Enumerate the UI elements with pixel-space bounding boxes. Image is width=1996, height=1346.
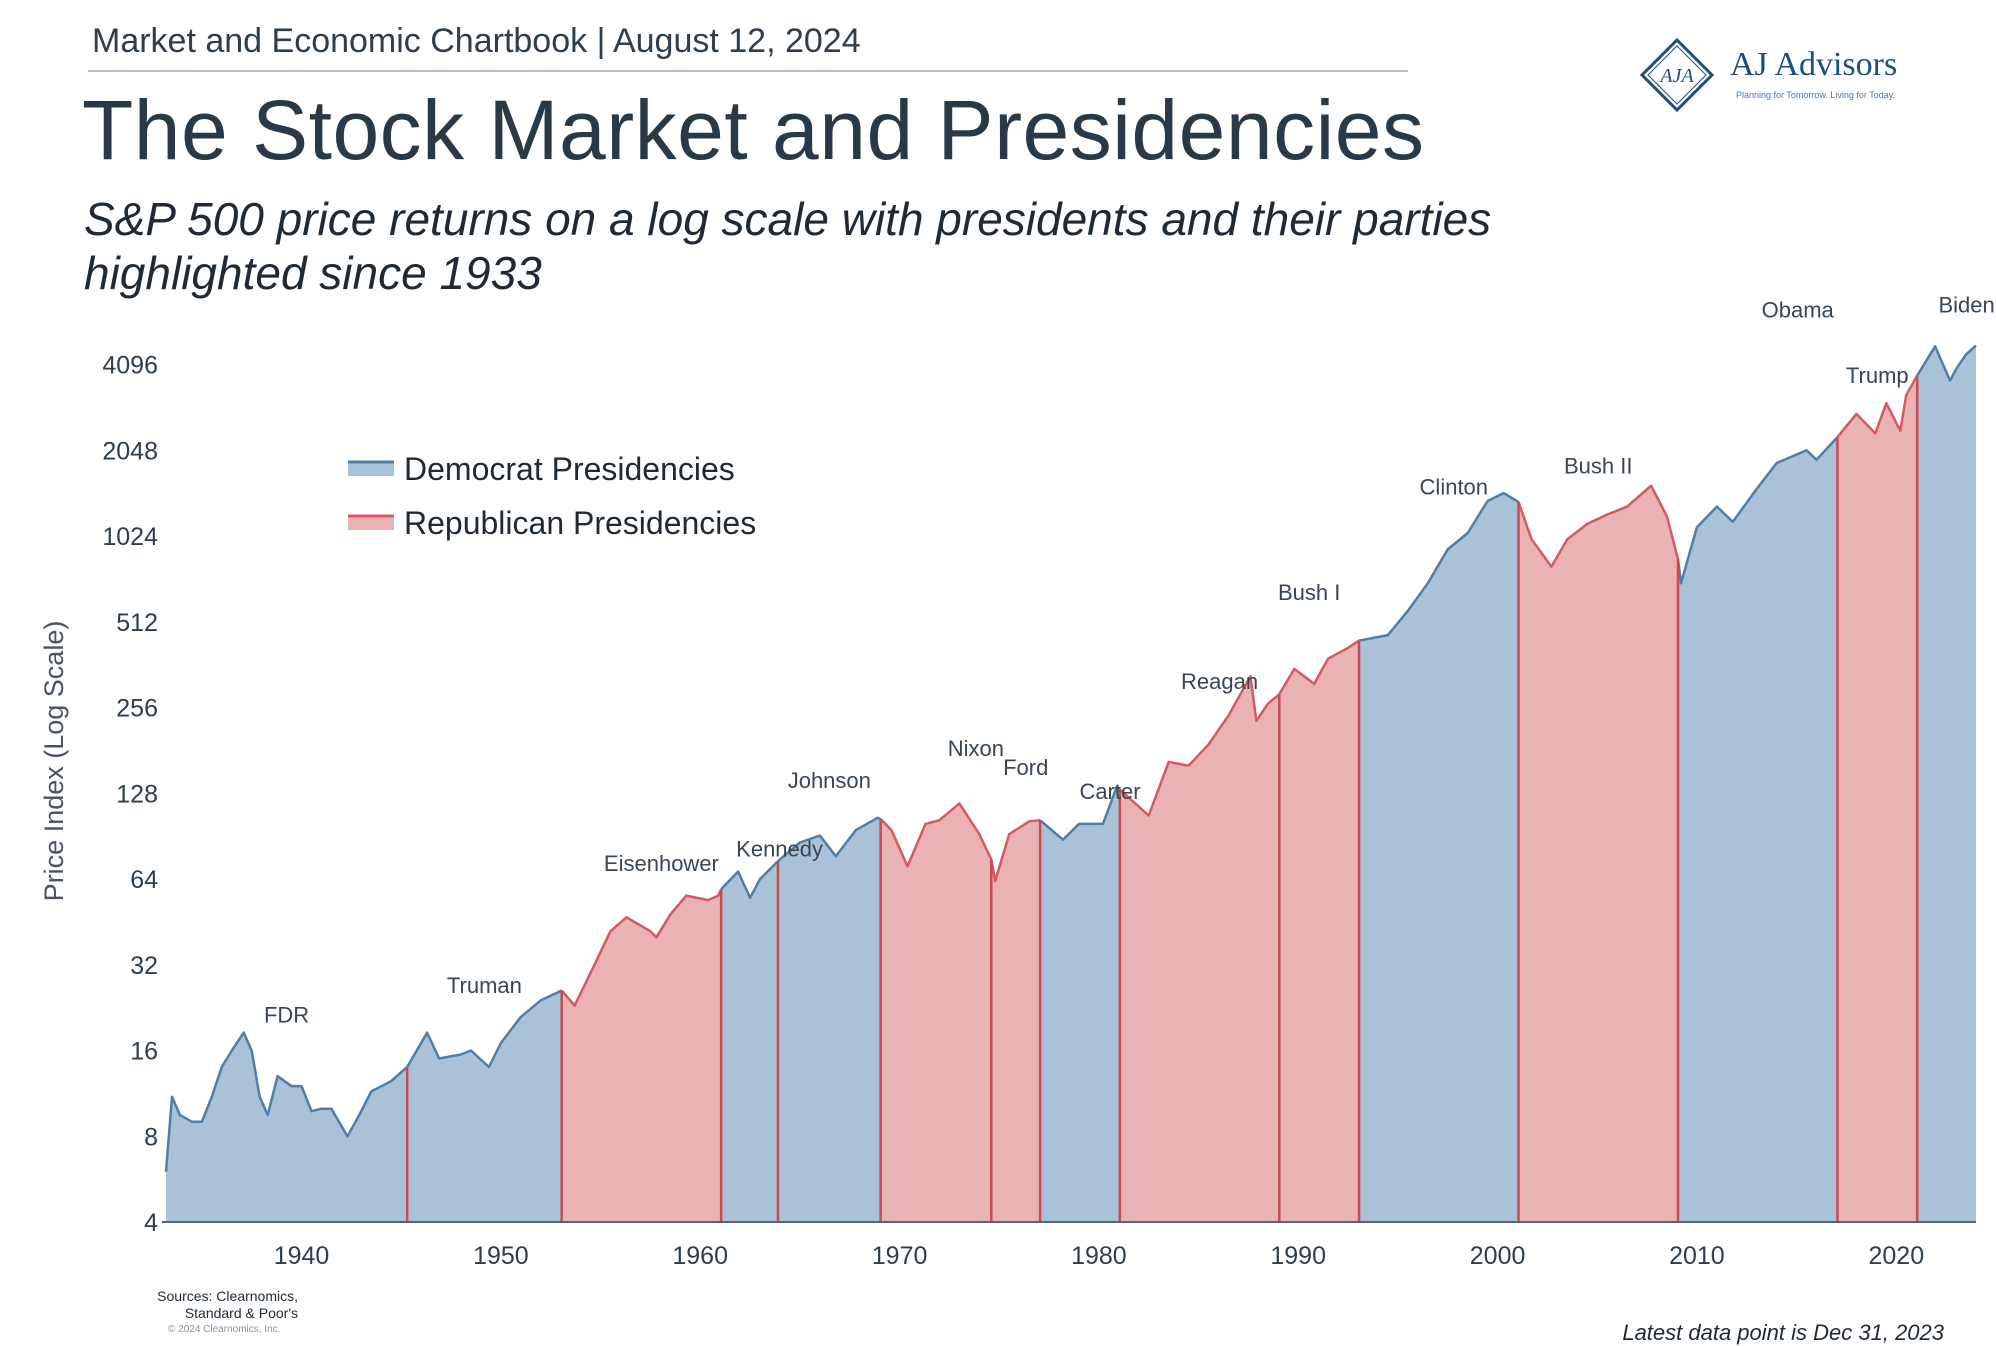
- price-line-ford: [990, 818, 1041, 883]
- chartbook-header: Market and Economic Chartbook | August 1…: [92, 22, 861, 60]
- y-tick-label: 4096: [102, 352, 158, 380]
- y-axis-label: Price Index (Log Scale): [39, 621, 69, 902]
- price-line-reagan: [1118, 674, 1281, 817]
- price-line-bush-i: [1278, 639, 1360, 695]
- presidency-area-clinton: [1359, 493, 1519, 1223]
- sources: Sources: Clearnomics, Standard & Poor's: [148, 1288, 298, 1322]
- price-line-truman: [406, 989, 563, 1069]
- y-tick-label: 1024: [102, 523, 158, 551]
- price-line-nixon: [879, 802, 993, 868]
- x-tick-label: 2010: [1669, 1242, 1725, 1270]
- x-tick-label: 1950: [473, 1242, 529, 1270]
- legend-swatch-democrat: [348, 462, 394, 476]
- president-label-fdr: FDR: [264, 1003, 309, 1028]
- y-tick-label: 128: [116, 780, 158, 808]
- president-label-ford: Ford: [1003, 755, 1048, 780]
- legend: Democrat Presidencies Republican Presiden…: [348, 451, 756, 541]
- price-line-kennedy: [720, 860, 779, 900]
- president-label-eisenhower: Eisenhower: [604, 851, 719, 876]
- president-label-johnson: Johnson: [788, 768, 871, 793]
- y-tick-label: 2048: [102, 437, 158, 465]
- price-line-johnson: [777, 816, 882, 863]
- logo-diamond-icon: AJA: [1640, 38, 1714, 112]
- presidency-area-johnson: [778, 817, 881, 1222]
- page-title: The Stock Market and Presidencies: [82, 83, 1425, 177]
- logo-monogram: AJA: [1658, 65, 1694, 87]
- legend-label-democrat: Democrat Presidencies: [404, 451, 735, 487]
- president-label-trump: Trump: [1846, 363, 1909, 388]
- x-tick-label: 1960: [672, 1242, 728, 1270]
- x-tick-label: 1980: [1071, 1242, 1127, 1270]
- president-label-clinton: Clinton: [1420, 475, 1488, 500]
- sources-line-2: Standard & Poor's: [184, 1305, 298, 1321]
- price-line-fdr: [164, 1031, 409, 1172]
- president-label-bush-i: Bush I: [1278, 580, 1340, 605]
- x-tick-label: 2020: [1868, 1242, 1924, 1270]
- legend-swatch-republican: [348, 516, 394, 530]
- logo-name: AJ Advisors: [1730, 46, 1898, 83]
- y-tick-label: 256: [116, 695, 158, 723]
- y-tick-label: 16: [130, 1038, 158, 1066]
- y-tick-label: 4: [144, 1209, 158, 1237]
- president-label-kennedy: Kennedy: [736, 837, 823, 862]
- chart-subtitle: S&P 500 price returns on a log scale wit…: [84, 193, 1492, 299]
- price-line-obama: [1676, 436, 1839, 585]
- y-tick-label: 64: [130, 866, 158, 894]
- latest-data-footnote: Latest data point is Dec 31, 2023: [1622, 1320, 1944, 1345]
- presidency-area-obama: [1678, 437, 1838, 1223]
- presidency-area-eisenhower: [561, 889, 722, 1222]
- presidency-area-biden: [1917, 345, 1976, 1223]
- president-label-reagan: Reagan: [1181, 669, 1258, 694]
- presidency-area-reagan: [1119, 676, 1280, 1222]
- y-tick-label: 8: [144, 1123, 158, 1151]
- x-tick-label: 1940: [274, 1242, 330, 1270]
- presidency-fills: [166, 345, 1976, 1223]
- price-line-bush-ii: [1517, 484, 1680, 568]
- president-label-obama: Obama: [1762, 298, 1835, 323]
- president-label-carter: Carter: [1079, 779, 1140, 804]
- aj-advisors-logo: AJA AJ Advisors Planning for Tomorrow. L…: [1630, 34, 1950, 124]
- price-line-carter: [1039, 785, 1121, 841]
- price-line-clinton: [1358, 491, 1520, 642]
- presidency-area-bush-ii: [1518, 485, 1678, 1222]
- presidency-area-nixon: [880, 803, 992, 1222]
- presidency-area-trump: [1837, 375, 1918, 1223]
- sources-line-1: Sources: Clearnomics,: [157, 1288, 298, 1304]
- presidency-area-fdr: [166, 1032, 408, 1222]
- president-label-biden: Biden: [1938, 293, 1994, 318]
- logo-tagline: Planning for Tomorrow. Living for Today.: [1736, 90, 1896, 100]
- presidency-lines: [164, 344, 1977, 1172]
- price-line-biden: [1916, 344, 1977, 382]
- price-line-eisenhower: [560, 888, 723, 1007]
- president-label-nixon: Nixon: [948, 736, 1004, 761]
- y-tick-label: 512: [116, 609, 158, 637]
- header-bar: Market and Economic Chartbook | August 1…: [88, 16, 1408, 72]
- president-label-truman: Truman: [447, 973, 522, 998]
- president-label-bush-ii: Bush II: [1564, 454, 1632, 479]
- x-tick-label: 2000: [1470, 1242, 1526, 1270]
- president-labels: FDR Truman Eisenhower Kennedy Johnson NixonFo…: [264, 293, 1995, 1028]
- copyright-text: © 2024 Clearnomics, Inc.: [168, 1324, 281, 1335]
- presidency-area-truman: [407, 990, 562, 1222]
- presidency-area-bush-i: [1279, 640, 1359, 1222]
- y-tick-label: 32: [130, 952, 158, 980]
- legend-label-republican: Republican Presidencies: [404, 505, 756, 541]
- x-tick-label: 1970: [872, 1242, 928, 1270]
- price-line-trump: [1836, 374, 1919, 438]
- presidency-area-ford: [991, 820, 1041, 1222]
- axes: 4 8 16 32 64 128 256 512 1024 2048 4096 1940 1950 196…: [102, 352, 1976, 1270]
- presidency-boundaries: [405, 375, 1919, 1222]
- presidency-area-carter: [1040, 786, 1120, 1222]
- presidency-area-kennedy: [721, 861, 778, 1222]
- x-tick-label: 1990: [1270, 1242, 1326, 1270]
